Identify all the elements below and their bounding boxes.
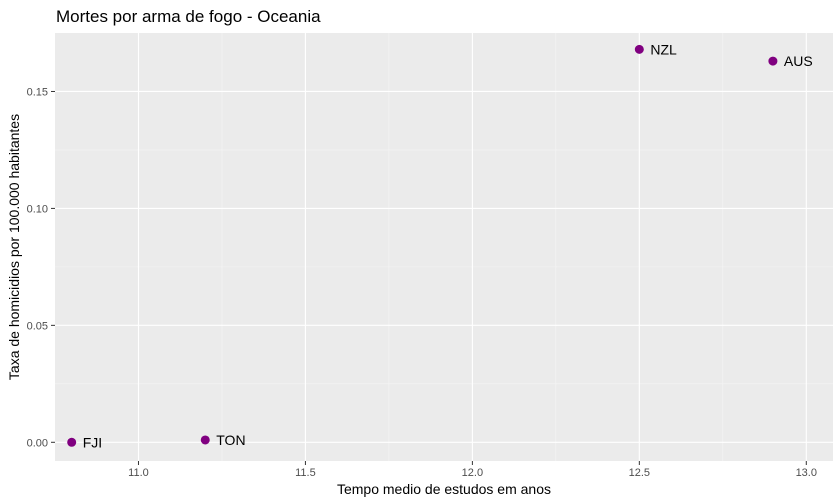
point-label-fji: FJI [83, 434, 102, 450]
data-point-nzl [634, 44, 644, 54]
x-axis-title: Tempo medio de estudos em anos [337, 481, 551, 497]
x-tick-label: 11.5 [295, 467, 316, 479]
x-tick-label: 12.0 [462, 467, 483, 479]
data-point-fji [67, 437, 77, 447]
data-point-aus [768, 56, 778, 66]
chart-title: Mortes por arma de fogo - Oceania [56, 7, 321, 26]
point-label-nzl: NZL [650, 41, 677, 57]
data-point-ton [200, 435, 210, 445]
x-tick-label: 11.0 [128, 467, 149, 479]
x-tick-label: 13.0 [796, 467, 817, 479]
y-axis-title: Taxa de homicidios por 100.000 habitante… [6, 114, 22, 380]
y-tick-label: 0.15 [27, 86, 48, 98]
y-tick-label: 0.00 [27, 437, 48, 449]
x-tick-label: 12.5 [629, 467, 650, 479]
point-label-ton: TON [216, 432, 245, 448]
data-points: FJI TON NZL AUS [67, 41, 813, 450]
y-tick-label: 0.10 [27, 203, 48, 215]
minor-gridlines [55, 33, 833, 461]
x-axis-ticks: 11.0 11.5 12.0 12.5 13.0 [128, 461, 817, 479]
point-label-aus: AUS [784, 53, 813, 69]
y-axis-ticks: 0.00 0.05 0.10 0.15 [27, 86, 55, 449]
y-tick-label: 0.05 [27, 320, 48, 332]
major-gridlines [55, 33, 833, 461]
plot-panel [55, 33, 833, 461]
